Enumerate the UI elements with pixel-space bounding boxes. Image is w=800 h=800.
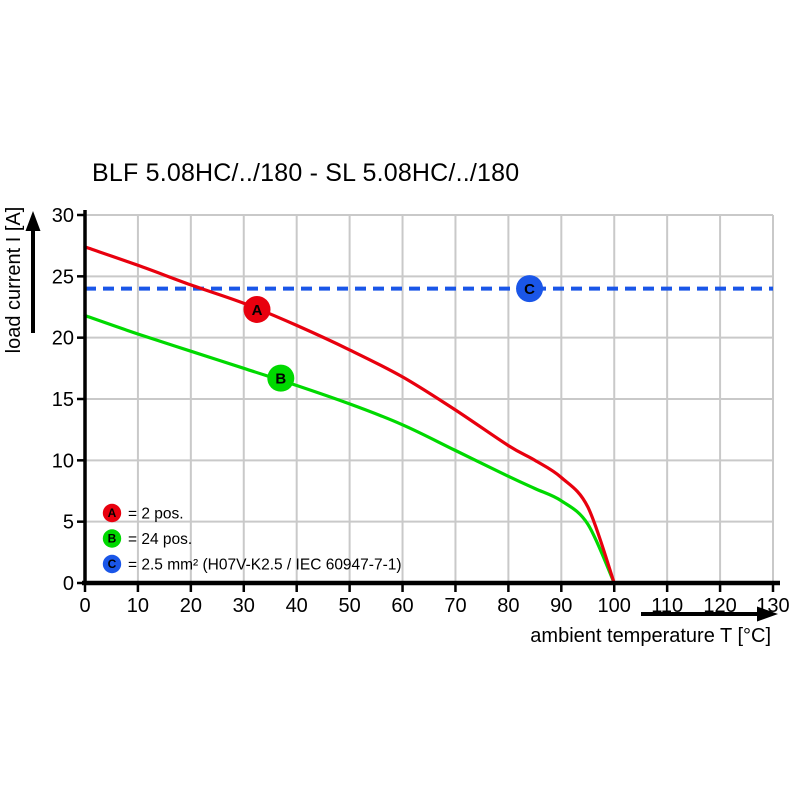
y-axis-arrow-icon bbox=[25, 211, 41, 231]
y-tick-label: 0 bbox=[63, 573, 74, 595]
legend-badge-a bbox=[102, 503, 122, 523]
curves bbox=[83, 245, 773, 585]
x-tick-label: 50 bbox=[338, 595, 360, 617]
x-axis-arrow-icon bbox=[757, 606, 778, 622]
x-tick-label: 0 bbox=[79, 595, 90, 617]
legend-label: = 2 pos. bbox=[128, 506, 184, 523]
legend-label: = 2.5 mm² (H07V-K2.5 / IEC 60947-7-1) bbox=[128, 557, 402, 574]
y-tick-label: 15 bbox=[52, 389, 74, 411]
legend-badge-letter: B bbox=[108, 532, 117, 546]
marker-c-circle bbox=[516, 275, 544, 303]
legend: A = 2 pos. B = 24 pos. C = 2.5 mm² (H07V-K2.5… bbox=[102, 503, 402, 574]
derating-curve-a bbox=[83, 245, 616, 585]
marker-a: A bbox=[243, 295, 271, 323]
axis-tick-labels: 0 10 20 30 40 50 60 70 80 90 100 110 120 130051015202… bbox=[52, 205, 790, 617]
x-tick-label: 120 bbox=[703, 595, 736, 617]
x-tick-label: 10 bbox=[127, 595, 149, 617]
marker-c-letter: C bbox=[524, 281, 535, 298]
legend-badge-c bbox=[102, 554, 122, 574]
y-tick-label: 5 bbox=[63, 512, 74, 534]
x-tick-label: 90 bbox=[550, 595, 572, 617]
legend-item-a: A = 2 pos. bbox=[102, 503, 184, 523]
x-tick-label: 110 bbox=[651, 595, 683, 617]
chart-title: BLF 5.08HC/../180 - SL 5.08HC/../180 bbox=[92, 159, 520, 187]
marker-a-circle bbox=[243, 295, 271, 323]
derating-curve-b bbox=[83, 314, 616, 585]
y-tick-label: 20 bbox=[52, 328, 74, 350]
x-tick-label: 100 bbox=[598, 595, 631, 617]
legend-item-c: C = 2.5 mm² (H07V-K2.5 / IEC 60947-7-1) bbox=[102, 554, 402, 574]
x-tick-label: 80 bbox=[497, 595, 519, 617]
marker-a-letter: A bbox=[252, 302, 263, 319]
legend-badge-letter: A bbox=[108, 506, 117, 520]
legend-badge-b bbox=[102, 529, 122, 548]
y-tick-label: 30 bbox=[52, 205, 74, 227]
y-axis-title: load current I [A] bbox=[3, 207, 25, 354]
marker-b-letter: B bbox=[275, 371, 286, 388]
legend-item-b: B = 24 pos. bbox=[102, 529, 192, 548]
legend-label: = 24 pos. bbox=[128, 531, 192, 548]
curve-markers: A B C bbox=[243, 275, 544, 392]
marker-b: B bbox=[267, 364, 295, 392]
gridlines bbox=[85, 214, 774, 583]
x-tick-label: 40 bbox=[286, 595, 308, 617]
x-axis-decoration: ambient temperature T [°C] bbox=[530, 606, 778, 647]
x-tick-label: 20 bbox=[180, 595, 202, 617]
axes bbox=[82, 210, 780, 586]
y-tick-label: 10 bbox=[52, 450, 74, 472]
legend-badge-letter: C bbox=[108, 557, 117, 571]
marker-b-circle bbox=[267, 364, 295, 392]
y-axis-decoration: load current I [A] bbox=[3, 207, 41, 354]
y-tick-label: 25 bbox=[52, 266, 74, 288]
axis-ticks bbox=[77, 213, 775, 592]
x-tick-label: 70 bbox=[444, 595, 466, 617]
x-axis-title: ambient temperature T [°C] bbox=[530, 625, 771, 647]
x-tick-label: 30 bbox=[233, 595, 255, 617]
marker-c: C bbox=[516, 275, 544, 303]
x-tick-label: 60 bbox=[391, 595, 413, 617]
